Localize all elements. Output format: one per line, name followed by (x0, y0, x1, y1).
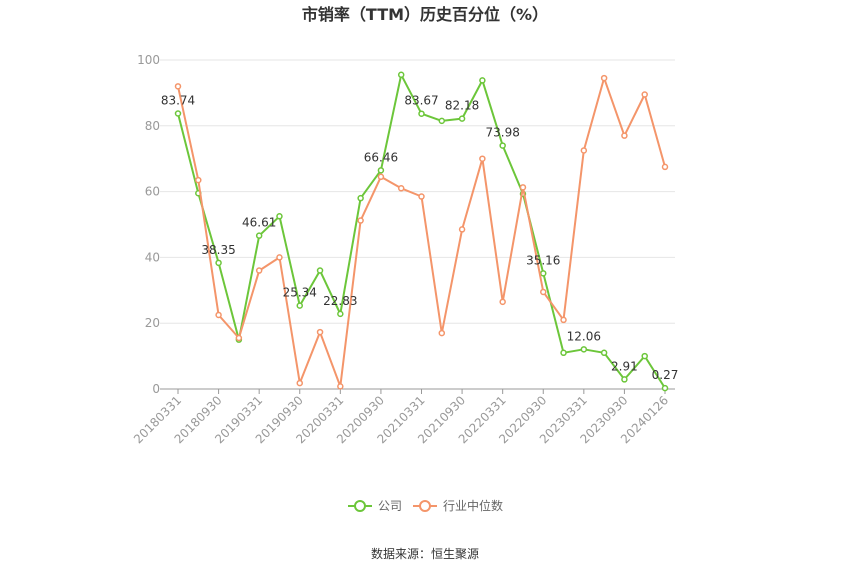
data-point (195, 176, 202, 184)
grid-lines (160, 59, 675, 324)
data-point (357, 217, 364, 224)
legend-marker (354, 500, 366, 512)
data-point (580, 346, 588, 353)
y-tick-label: 100 (137, 53, 160, 67)
data-point (235, 334, 243, 342)
data-point (479, 155, 486, 162)
y-tick-label: 40 (145, 250, 160, 264)
data-label: 12.06 (567, 329, 601, 343)
data-label: 38.35 (201, 243, 235, 257)
data-point (499, 298, 506, 306)
data-label: 22.83 (323, 294, 357, 308)
data-label: 35.16 (526, 253, 560, 267)
data-point (580, 147, 588, 154)
data-point (337, 383, 344, 390)
data-point (418, 110, 425, 117)
data-label: 83.67 (404, 94, 438, 108)
data-point (174, 110, 182, 117)
data-label: 25.34 (283, 286, 317, 300)
data-label: 82.18 (445, 99, 479, 113)
data-point (255, 267, 263, 274)
legend-marker (419, 500, 431, 512)
data-point (479, 77, 486, 84)
data-point (519, 184, 527, 191)
data-point (337, 310, 344, 318)
data-point (296, 379, 303, 387)
y-tick-label: 60 (145, 185, 160, 199)
data-point (418, 193, 425, 200)
data-point (276, 254, 283, 261)
data-point (215, 259, 222, 267)
data-point (296, 302, 303, 309)
data-point (377, 173, 385, 181)
data-point (438, 117, 446, 125)
y-tick-label: 0 (152, 382, 160, 396)
data-point (215, 311, 222, 319)
chart-title: 市销率（TTM）历史百分位（%） (302, 5, 548, 24)
data-point (458, 115, 466, 122)
data-point (621, 132, 628, 139)
source-note: 数据来源：恒生聚源 (371, 546, 479, 561)
data-point (316, 267, 324, 274)
data-point (458, 226, 466, 233)
legend-item-1[interactable]: 行业中位数 (413, 498, 503, 513)
data-point (560, 316, 567, 324)
legend-label: 公司 (378, 499, 402, 513)
data-point (600, 74, 608, 82)
data-point (560, 349, 567, 357)
data-point (661, 163, 669, 171)
data-point (316, 328, 324, 336)
data-point (357, 194, 364, 202)
data-point (661, 384, 669, 392)
series-layer (174, 71, 669, 392)
data-label: 46.61 (242, 216, 276, 230)
legend[interactable]: 公司 行业中位数 (348, 498, 503, 513)
y-tick-label: 80 (145, 119, 160, 133)
data-point (397, 185, 405, 192)
data-label: 0.27 (652, 368, 679, 382)
data-point (377, 167, 385, 174)
data-point (276, 213, 283, 220)
data-point (540, 288, 547, 296)
data-label: 2.91 (611, 359, 638, 373)
data-point (540, 270, 547, 277)
data-point (641, 352, 648, 360)
data-label: 83.74 (161, 93, 195, 107)
data-label: 73.98 (485, 126, 519, 140)
legend-label: 行业中位数 (443, 498, 503, 513)
data-point (621, 376, 628, 383)
data-labels: 83.74 38.35 46.61 25.34 22.83 66.46 83.67 82.18… (161, 93, 679, 382)
legend-item-0[interactable]: 公司 (348, 499, 402, 513)
data-point (255, 232, 263, 239)
y-tick-label: 20 (145, 316, 160, 330)
data-point (600, 349, 608, 357)
data-point (438, 329, 446, 337)
data-point (641, 91, 648, 98)
data-point (174, 83, 182, 90)
data-label: 66.46 (364, 150, 398, 164)
data-point (499, 142, 506, 149)
data-point (397, 71, 405, 79)
